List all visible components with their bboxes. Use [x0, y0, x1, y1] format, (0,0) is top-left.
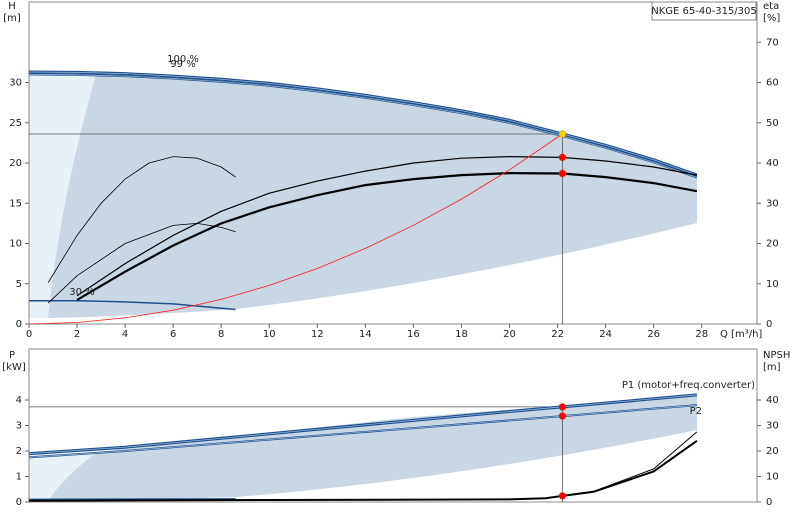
series-line — [28, 133, 563, 325]
y-tick-label: 4 — [16, 395, 22, 406]
series-highlight — [28, 71, 698, 176]
x-tick-label: 24 — [599, 329, 612, 340]
y-tick-label: 25 — [9, 118, 22, 129]
y2-tick-label: 10 — [766, 472, 779, 483]
y2-tick-label: 0 — [766, 319, 772, 330]
title-box — [651, 1, 757, 21]
series-highlight — [28, 394, 697, 454]
x-tick-label: 2 — [74, 329, 80, 340]
annotation: 100 % — [167, 54, 199, 65]
series-line — [47, 223, 236, 304]
x-tick-label: 6 — [170, 329, 176, 340]
x-axis-label: Q [m³/h] — [720, 329, 762, 340]
annotation: 99 % — [170, 59, 195, 70]
y2-axis-unit: [%] — [763, 13, 780, 24]
x-tick-label: 0 — [26, 329, 32, 340]
x-tick-label: 20 — [503, 329, 516, 340]
x-tick-label: 18 — [455, 329, 468, 340]
y-tick-label: 0 — [16, 497, 22, 508]
range-dark — [48, 394, 697, 502]
x-tick-label: 8 — [218, 329, 224, 340]
series-line — [76, 156, 698, 297]
range-dark — [48, 71, 697, 318]
series-highlight — [28, 404, 697, 458]
y2-tick-label: 60 — [766, 78, 779, 89]
y2-tick-label: 0 — [766, 497, 772, 508]
y2-tick-label: 50 — [766, 118, 779, 129]
x-tick-label: 4 — [122, 329, 128, 340]
duty-point — [558, 153, 567, 162]
duty-point — [558, 492, 567, 500]
duty-point — [558, 130, 567, 138]
y-tick-label: 20 — [9, 158, 22, 169]
chart-title: NKGE 65-40-315/305 — [651, 6, 757, 17]
series-highlight — [28, 74, 698, 178]
x-tick-label: 26 — [647, 329, 660, 340]
duty-point — [558, 169, 567, 178]
series-line — [562, 431, 698, 497]
series-label: P1 (motor+freq.converter) — [622, 380, 755, 391]
y2-tick-label: 40 — [766, 395, 779, 406]
y2-tick-label: 70 — [766, 37, 779, 48]
y-tick-label: 0 — [16, 319, 22, 330]
y-tick-label: 10 — [9, 239, 22, 250]
y-axis-label: H — [8, 1, 16, 12]
x-tick-label: 14 — [359, 329, 372, 340]
y-tick-label: 3 — [16, 421, 22, 432]
y2-tick-label: 40 — [766, 158, 779, 169]
y2-axis-label: NPSH — [763, 350, 790, 361]
x-tick-label: 22 — [551, 329, 564, 340]
y-axis-unit: [kW] — [2, 362, 26, 373]
x-tick-label: 10 — [263, 329, 276, 340]
y-tick-label: 2 — [16, 446, 22, 457]
series-line — [28, 439, 698, 502]
y-tick-label: 5 — [16, 279, 22, 290]
y2-axis-unit: [m] — [763, 362, 781, 373]
y2-tick-label: 30 — [766, 198, 779, 209]
y-axis-unit: [m] — [3, 13, 21, 24]
series-label: P2 — [690, 406, 702, 417]
series-line — [76, 172, 698, 301]
duty-point — [558, 412, 567, 420]
y2-tick-label: 20 — [766, 446, 779, 457]
series-line — [28, 498, 236, 501]
annotation: 30 % — [69, 287, 94, 298]
y2-axis-label: eta — [763, 1, 779, 12]
y-tick-label: 15 — [9, 198, 22, 209]
range-light — [29, 452, 97, 502]
x-tick-label: 16 — [407, 329, 420, 340]
x-tick-label: 12 — [311, 329, 324, 340]
y-tick-label: 1 — [16, 472, 22, 483]
y-tick-label: 30 — [9, 78, 22, 89]
duty-point — [558, 403, 567, 411]
series-line — [47, 156, 236, 283]
y2-tick-label: 20 — [766, 239, 779, 250]
range-light — [29, 72, 97, 318]
y2-tick-label: 10 — [766, 279, 779, 290]
y-axis-label: P — [9, 350, 15, 361]
x-tick-label: 28 — [695, 329, 708, 340]
y2-tick-label: 30 — [766, 421, 779, 432]
